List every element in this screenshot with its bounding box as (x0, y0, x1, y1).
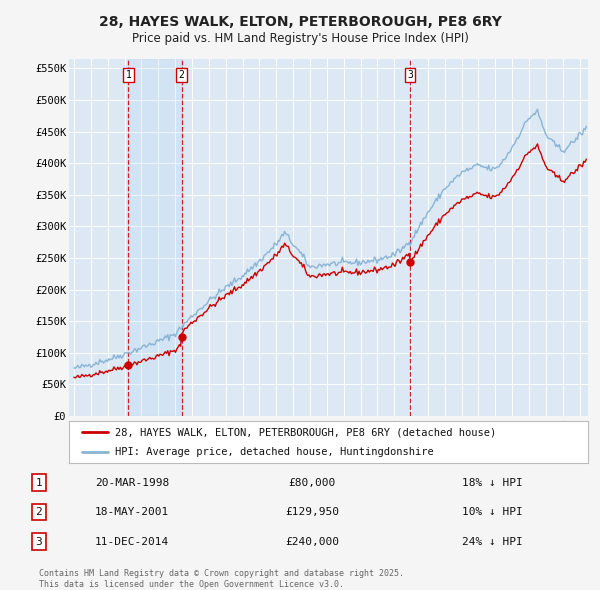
Text: £129,950: £129,950 (285, 507, 339, 517)
Text: £80,000: £80,000 (289, 478, 335, 487)
Text: 18-MAY-2001: 18-MAY-2001 (95, 507, 169, 517)
Text: 24% ↓ HPI: 24% ↓ HPI (462, 537, 523, 546)
Text: 3: 3 (407, 70, 413, 80)
Text: £240,000: £240,000 (285, 537, 339, 546)
Text: 2: 2 (179, 70, 184, 80)
Text: 28, HAYES WALK, ELTON, PETERBOROUGH, PE8 6RY: 28, HAYES WALK, ELTON, PETERBOROUGH, PE8… (98, 15, 502, 29)
Text: 1: 1 (125, 70, 131, 80)
Text: 1: 1 (35, 478, 43, 487)
Text: 10% ↓ HPI: 10% ↓ HPI (462, 507, 523, 517)
Text: 28, HAYES WALK, ELTON, PETERBOROUGH, PE8 6RY (detached house): 28, HAYES WALK, ELTON, PETERBOROUGH, PE8… (115, 427, 496, 437)
Text: 11-DEC-2014: 11-DEC-2014 (95, 537, 169, 546)
Text: 20-MAR-1998: 20-MAR-1998 (95, 478, 169, 487)
Bar (128, 59, 182, 416)
Text: HPI: Average price, detached house, Huntingdonshire: HPI: Average price, detached house, Hunt… (115, 447, 433, 457)
Text: 3: 3 (35, 537, 43, 546)
Text: Price paid vs. HM Land Registry's House Price Index (HPI): Price paid vs. HM Land Registry's House … (131, 32, 469, 45)
Text: Contains HM Land Registry data © Crown copyright and database right 2025.
This d: Contains HM Land Registry data © Crown c… (39, 569, 404, 589)
Text: 2: 2 (35, 507, 43, 517)
Text: 18% ↓ HPI: 18% ↓ HPI (462, 478, 523, 487)
